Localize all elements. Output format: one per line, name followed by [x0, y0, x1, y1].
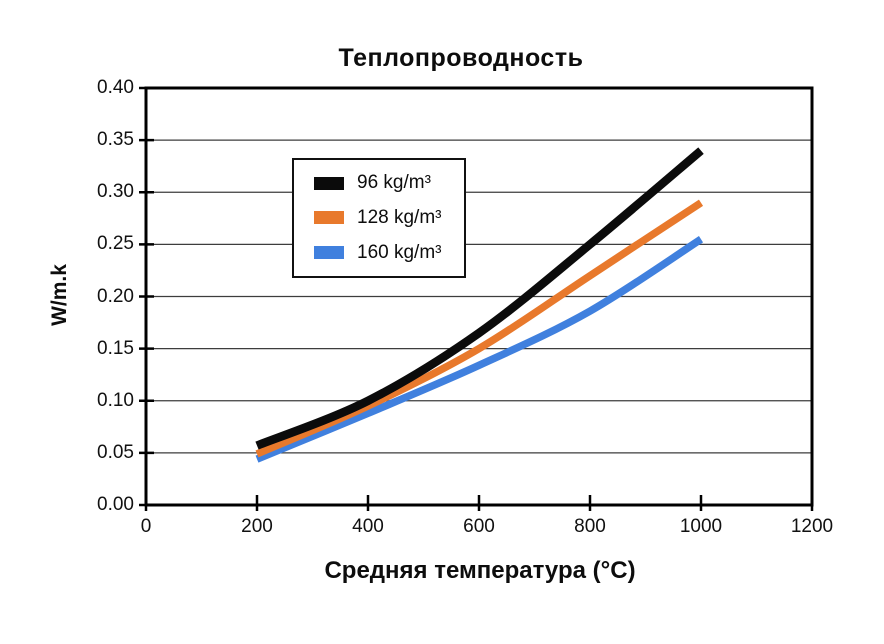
x-tick-label: 200 [241, 516, 273, 537]
y-tick-label: 0.05 [97, 441, 134, 463]
y-axis-title: W/m.k [48, 264, 71, 326]
legend-item-1: 128 kg/m³ [314, 207, 464, 229]
legend-item-0: 96 kg/m³ [314, 172, 464, 194]
plot-border [144, 86, 814, 507]
x-tick-label: 600 [463, 516, 495, 537]
y-tick-label: 0.20 [97, 285, 134, 307]
y-tick-label: 0.15 [97, 337, 134, 359]
x-tick-label: 0 [140, 516, 152, 537]
x-tick-label: 400 [352, 516, 384, 537]
legend: 96 kg/m³ 128 kg/m³ 160 kg/m³ [292, 158, 466, 278]
legend-swatch [314, 176, 344, 190]
legend-swatch [314, 211, 344, 225]
y-tick-label: 0.35 [97, 129, 134, 151]
chart-title: Теплопроводность [338, 44, 584, 72]
plot-area [139, 86, 814, 511]
y-tick-label: 0.30 [97, 181, 134, 203]
legend-swatch [314, 246, 344, 260]
series-line-1 [255, 199, 704, 458]
y-tick-label: 0.25 [97, 233, 134, 255]
series-line-0 [255, 147, 704, 450]
x-tick-label: 1000 [679, 516, 723, 537]
legend-label: 96 kg/m³ [357, 172, 431, 194]
y-tick-label: 0.00 [97, 494, 134, 515]
y-tick-label: 0.10 [97, 389, 134, 411]
x-tick-label: 800 [574, 516, 606, 537]
legend-item-2: 160 kg/m³ [314, 242, 464, 264]
legend-label: 128 kg/m³ [357, 206, 442, 228]
legend-label: 160 kg/m³ [357, 241, 442, 263]
y-tick-label: 0.40 [97, 77, 134, 98]
x-tick-label: 1200 [790, 516, 834, 537]
x-axis-title: Средняя температура (°C) [324, 557, 636, 584]
series-line-2 [255, 236, 704, 463]
